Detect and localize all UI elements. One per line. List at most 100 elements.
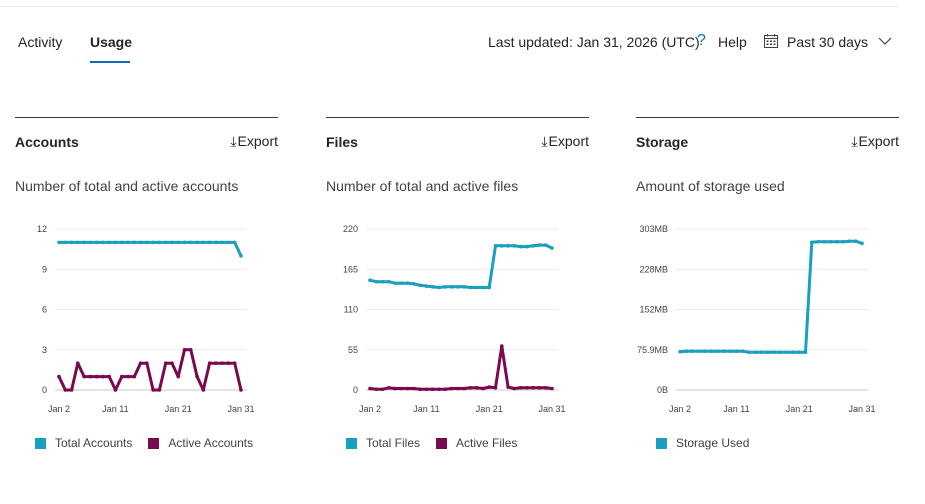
- data-point: [853, 239, 858, 244]
- legend-item[interactable]: Active Files: [436, 436, 517, 450]
- data-point: [487, 285, 492, 290]
- data-point: [163, 240, 168, 245]
- data-point: [368, 386, 372, 391]
- data-point: [119, 374, 124, 379]
- series-line: [369, 344, 553, 391]
- data-point: [816, 239, 820, 244]
- data-point: [778, 350, 783, 355]
- chart-legend: Total Files Active Files: [346, 436, 517, 450]
- data-point: [145, 361, 149, 365]
- x-tick-label: Jan 11: [413, 404, 439, 414]
- data-point: [399, 386, 404, 391]
- data-point: [543, 386, 548, 390]
- export-label: Export: [548, 133, 589, 149]
- data-point: [399, 281, 404, 285]
- data-point: [176, 240, 181, 245]
- top-divider: [0, 6, 898, 7]
- tab-usage[interactable]: Usage: [90, 34, 133, 50]
- panel-divider: [636, 117, 899, 118]
- data-point: [94, 374, 99, 379]
- data-point: [126, 240, 130, 245]
- data-point: [518, 244, 523, 249]
- data-point: [518, 386, 523, 390]
- legend-label: Storage Used: [676, 436, 750, 450]
- data-point: [456, 285, 460, 289]
- data-point: [772, 350, 776, 355]
- panel-title: Files: [326, 134, 358, 150]
- legend-item[interactable]: Total Accounts: [35, 436, 132, 450]
- x-tick-label: Jan 11: [102, 404, 128, 414]
- last-updated-text: Last updated: Jan 31, 2026 (UTC): [488, 34, 700, 50]
- y-tick-label: 110: [344, 305, 358, 315]
- download-icon: ⤓: [541, 133, 548, 149]
- data-point: [809, 240, 814, 245]
- data-point: [531, 386, 535, 390]
- data-point: [182, 240, 187, 245]
- data-point: [239, 254, 243, 258]
- data-point: [443, 285, 448, 289]
- data-point: [201, 388, 206, 392]
- data-point: [456, 386, 460, 391]
- data-point: [537, 243, 542, 247]
- data-point: [207, 361, 212, 365]
- panel-subtitle: Number of total and active accounts: [15, 178, 239, 194]
- download-icon: ⤓: [851, 133, 858, 149]
- data-point: [734, 349, 739, 354]
- data-point: [405, 386, 410, 391]
- tab-activity[interactable]: Activity: [18, 34, 63, 50]
- legend-item[interactable]: Storage Used: [656, 436, 749, 450]
- help-link[interactable]: Help: [718, 34, 747, 50]
- export-button[interactable]: ⤓Export: [851, 133, 899, 150]
- legend-item[interactable]: Total Files: [346, 436, 420, 450]
- panel-divider: [326, 117, 589, 118]
- question-icon[interactable]: ?: [697, 32, 706, 49]
- series-line: [59, 240, 243, 257]
- data-point: [151, 240, 155, 245]
- data-point: [232, 240, 237, 245]
- export-button[interactable]: ⤓Export: [230, 133, 278, 150]
- chart-legend: Storage Used: [656, 436, 749, 450]
- data-point: [493, 244, 498, 248]
- data-point: [76, 240, 80, 245]
- data-point: [690, 349, 695, 354]
- export-button[interactable]: ⤓Export: [541, 133, 589, 150]
- x-tick-label: Jan 31: [538, 404, 565, 414]
- data-point: [499, 244, 504, 248]
- x-tick-label: Jan 2: [359, 404, 381, 414]
- accounts-chart: 0 3 6 9 12 Jan 2 Jan 11 Jan 21 Jan 31: [37, 224, 255, 414]
- data-point: [822, 239, 827, 244]
- legend-swatch: [35, 437, 46, 449]
- data-point: [393, 281, 397, 285]
- legend-item[interactable]: Active Accounts: [148, 436, 253, 450]
- data-point: [82, 240, 86, 245]
- data-point: [468, 386, 473, 390]
- data-point: [449, 285, 454, 289]
- chevron-down-icon[interactable]: [878, 36, 892, 46]
- x-tick-label: Jan 2: [48, 404, 70, 414]
- data-point: [157, 240, 162, 245]
- calendar-icon[interactable]: [763, 33, 779, 49]
- data-point: [512, 386, 517, 391]
- panel-title: Storage: [636, 134, 689, 150]
- data-point: [88, 240, 93, 245]
- data-point: [107, 240, 112, 245]
- data-point: [188, 240, 193, 245]
- data-point: [94, 240, 99, 245]
- data-point: [512, 244, 517, 248]
- data-point: [195, 240, 199, 245]
- storage-chart: 0B 75.9MB 152MB 228MB 303MB Jan 2 Jan 11 Jan 21…: [637, 224, 876, 414]
- export-label: Export: [858, 133, 899, 149]
- date-range-dropdown[interactable]: Past 30 days: [787, 34, 868, 50]
- x-tick-label: Jan 21: [165, 404, 192, 414]
- data-point: [163, 361, 168, 365]
- data-point: [57, 240, 61, 245]
- data-point: [232, 361, 237, 365]
- y-tick-label: 75.9MB: [637, 345, 668, 355]
- data-point: [214, 361, 218, 365]
- legend-swatch: [436, 437, 448, 449]
- y-tick-label: 0: [42, 385, 47, 395]
- download-icon: ⤓: [230, 133, 237, 149]
- data-point: [481, 386, 485, 391]
- x-tick-label: Jan 31: [227, 404, 254, 414]
- data-point: [462, 386, 466, 391]
